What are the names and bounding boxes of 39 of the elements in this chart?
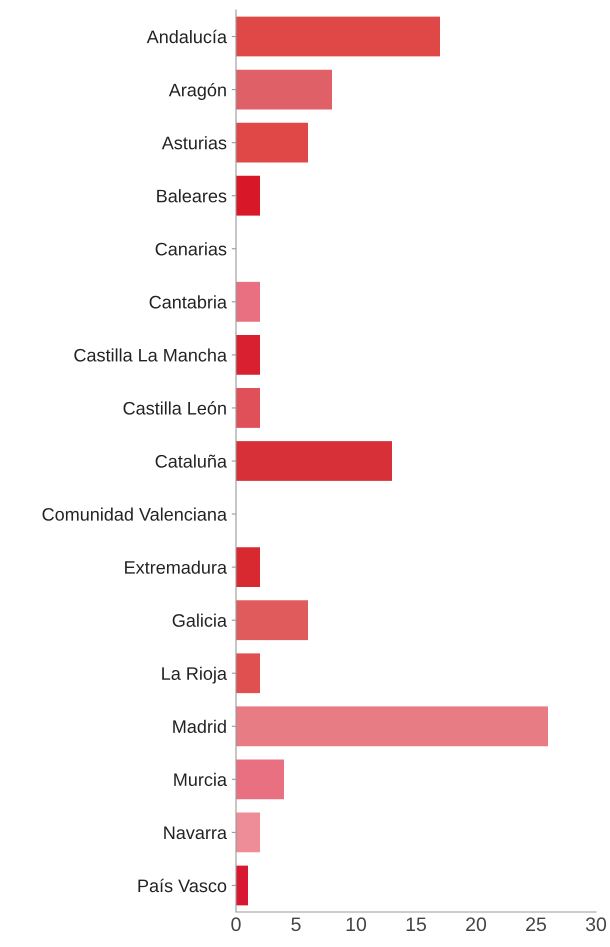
bar bbox=[236, 653, 260, 694]
y-tick-label: Madrid bbox=[173, 720, 226, 734]
x-tick-label: 20 bbox=[466, 917, 486, 932]
bar bbox=[236, 866, 248, 906]
bar bbox=[236, 441, 392, 481]
bar bbox=[236, 70, 332, 110]
y-tick-label: Cataluña bbox=[156, 454, 227, 468]
x-tick-label: 5 bbox=[291, 918, 301, 932]
bar bbox=[236, 759, 284, 800]
y-tick-label: Aragón bbox=[168, 82, 226, 100]
bar bbox=[236, 16, 440, 56]
y-tick-label: Murcia bbox=[174, 772, 227, 786]
bar bbox=[236, 282, 260, 322]
x-tick-label: 0 bbox=[231, 917, 241, 932]
bar bbox=[236, 388, 260, 428]
x-tick-label: 25 bbox=[526, 917, 546, 932]
y-tick-label: Galicia bbox=[172, 614, 227, 627]
y-tick-label: Asturias bbox=[162, 136, 226, 150]
bar bbox=[236, 600, 308, 640]
y-tick-label: Andalucía bbox=[146, 30, 227, 44]
y-tick-label: Navarra bbox=[164, 826, 227, 840]
bar bbox=[236, 176, 260, 216]
x-tick-label: 15 bbox=[406, 918, 426, 932]
x-tick-label: 30 bbox=[586, 917, 606, 932]
x-tick-label: 10 bbox=[346, 917, 366, 932]
y-tick-label: Comunidad Valenciana bbox=[42, 508, 227, 521]
bar bbox=[236, 706, 548, 746]
bar bbox=[236, 812, 260, 852]
y-tick-label: Castilla La Mancha bbox=[74, 348, 227, 362]
y-tick-label: Baleares bbox=[157, 189, 226, 202]
y-tick-label: Extremadura bbox=[125, 560, 227, 574]
y-tick-label: Canarias bbox=[156, 242, 226, 256]
bar bbox=[236, 547, 260, 588]
y-tick-label: La Rioja bbox=[162, 666, 227, 684]
y-tick-label: País Vasco bbox=[138, 878, 226, 892]
y-tick-label: Castilla León bbox=[124, 401, 226, 415]
y-tick-label: Cantabria bbox=[150, 295, 227, 309]
bar bbox=[236, 334, 260, 375]
bar bbox=[236, 122, 308, 163]
